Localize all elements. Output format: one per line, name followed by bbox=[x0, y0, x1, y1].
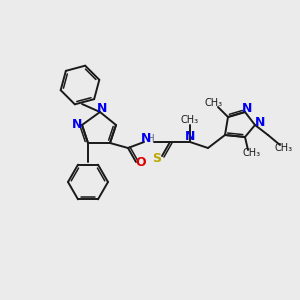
Text: CH₃: CH₃ bbox=[205, 98, 223, 108]
Text: H: H bbox=[147, 134, 155, 144]
Text: N: N bbox=[255, 116, 265, 130]
Text: S: S bbox=[152, 152, 161, 164]
Text: N: N bbox=[72, 118, 82, 131]
Text: CH₃: CH₃ bbox=[181, 115, 199, 125]
Text: N: N bbox=[97, 101, 107, 115]
Text: N: N bbox=[185, 130, 195, 143]
Text: N: N bbox=[141, 133, 151, 146]
Text: O: O bbox=[136, 157, 146, 169]
Text: CH₃: CH₃ bbox=[243, 148, 261, 158]
Text: N: N bbox=[242, 101, 252, 115]
Text: CH₃: CH₃ bbox=[275, 143, 293, 153]
